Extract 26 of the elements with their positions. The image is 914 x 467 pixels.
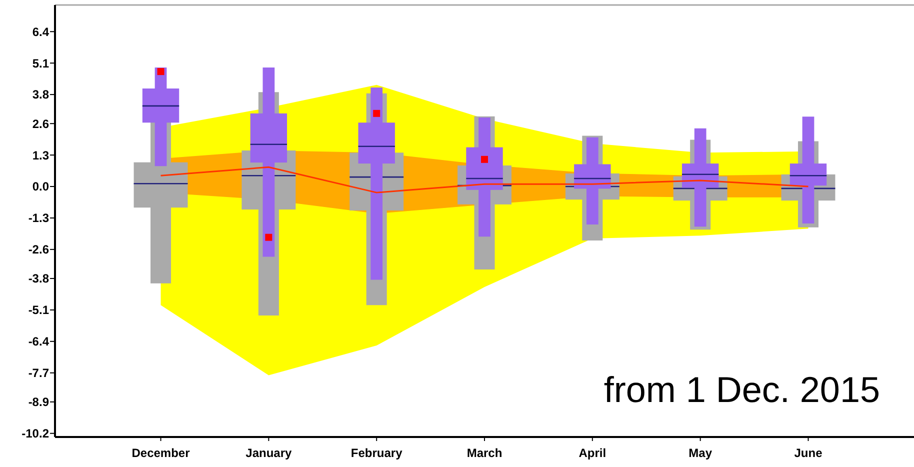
y-tick-label: 1.3 [32,148,50,162]
y-tick-label: 6.4 [32,24,50,39]
x-tick-label: December [132,446,190,460]
point [157,68,164,76]
y-tick-label: -2.6 [28,242,50,257]
x-tick-label: January [246,446,292,460]
y-tick-label: -8.9 [28,395,50,410]
y-tick-label: -3.8 [28,272,50,286]
y-tick-label: 5.1 [32,56,50,70]
y-tick-label: -10.2 [22,426,50,441]
point [265,234,272,241]
point [481,156,488,163]
y-tick-label: 2.6 [32,116,50,131]
x-tick-label: May [688,446,712,460]
point [373,110,380,117]
y-tick-label: 0.0 [32,180,50,194]
x-tick-label: June [794,446,823,460]
y-tick-label: -1.3 [28,211,50,226]
x-tick-label: February [350,446,403,460]
y-tick-label: -5.1 [28,303,50,318]
y-tick-label: -7.7 [28,366,50,380]
x-tick-label: March [466,446,502,460]
y-tick-label: -6.4 [28,334,50,349]
y-tick-label: 3.8 [32,88,50,102]
x-tick-label: April [578,446,606,460]
annotation: from 1 Dec. 2015 [604,369,880,410]
